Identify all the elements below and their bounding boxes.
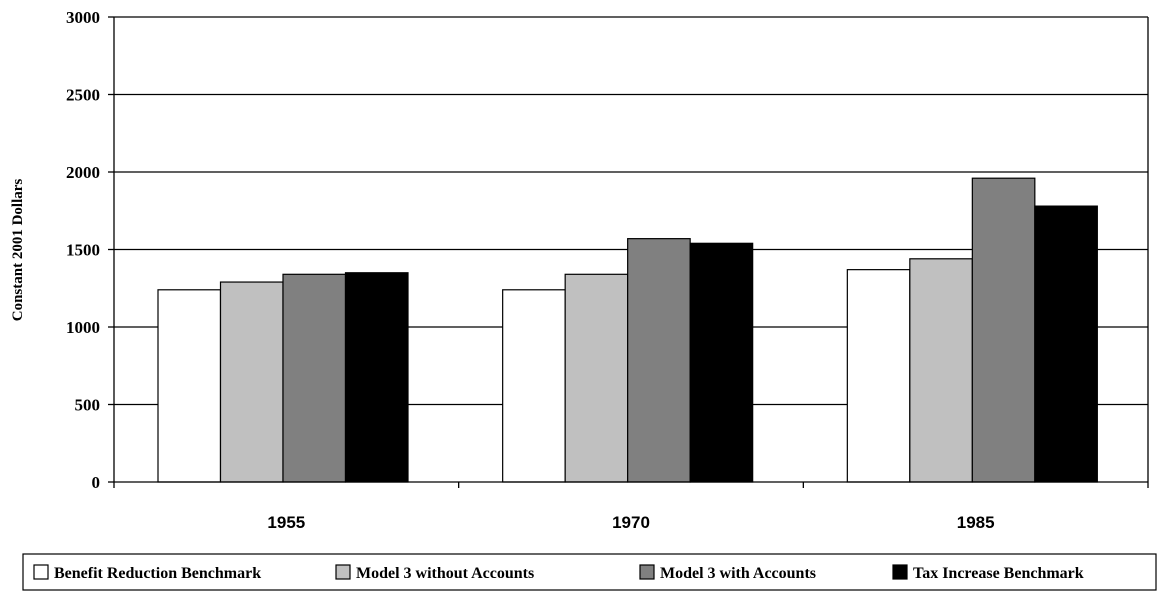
x-category-label: 1985 [957,513,995,532]
bar [219,281,284,483]
legend-swatch [33,564,49,580]
legend-swatch [335,564,351,580]
bar [282,273,347,483]
legend-swatch [639,564,655,580]
bar [909,258,973,483]
bar [502,289,566,483]
x-category-label: 1955 [267,513,305,532]
bar [689,242,754,483]
bar [157,289,222,483]
y-tick-labels: 0 500 1000 1500 2000 2500 3000 [66,8,100,492]
axes [108,16,1149,488]
y-tick-label: 2000 [66,163,100,182]
legend-label: Tax Increase Benchmark [913,565,1084,582]
legend-label: Model 3 with Accounts [660,565,816,582]
x-category-labels: 1955 1970 1985 [267,513,994,532]
y-tick-label: 1500 [66,241,100,260]
y-tick-label: 2500 [66,86,100,105]
bar [846,269,911,483]
bar [971,177,1036,483]
legend-swatch [892,564,908,580]
legend-label: Benefit Reduction Benchmark [54,565,261,582]
x-category-label: 1970 [612,513,650,532]
bar [564,273,629,483]
bar [344,272,409,483]
legend-box [22,553,1157,591]
y-tick-label: 500 [75,396,101,415]
bar [1034,205,1098,483]
y-tick-label: 0 [92,473,101,492]
legend: Benefit Reduction Benchmark Model 3 witho… [22,553,1157,591]
bars [157,177,1098,483]
y-tick-label: 1000 [66,318,100,337]
y-axis-label: Constant 2001 Dollars [10,179,26,322]
bar [627,238,691,483]
y-tick-label: 3000 [66,8,100,27]
legend-label: Model 3 without Accounts [356,565,534,582]
